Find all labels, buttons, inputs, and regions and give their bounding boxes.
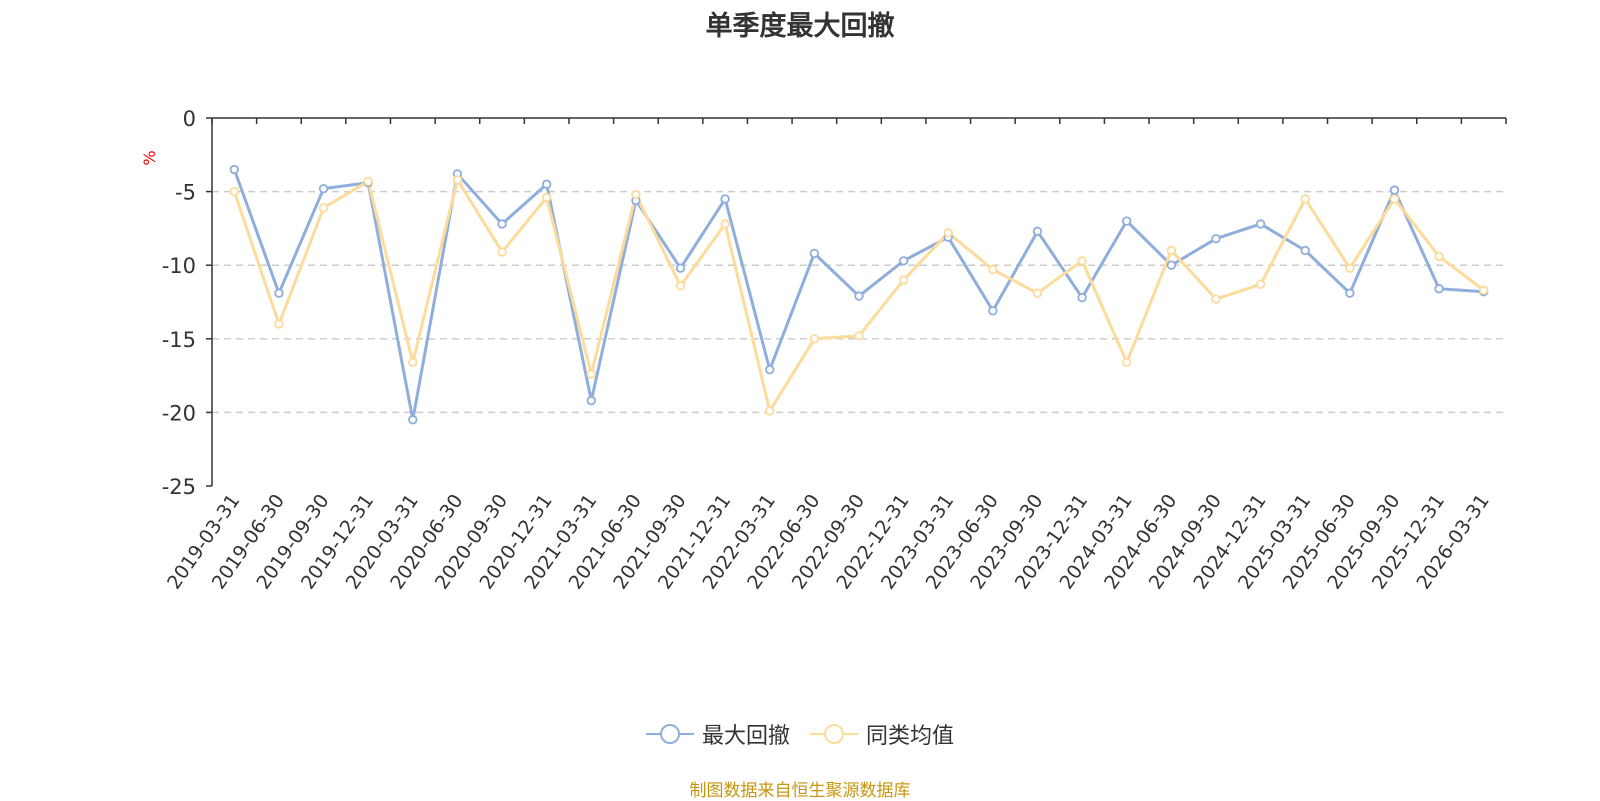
series-0-point — [1345, 288, 1355, 298]
series-1-point — [1389, 194, 1400, 204]
y-tick-label: 0 — [183, 107, 196, 131]
series-1-point — [631, 189, 641, 200]
series-0-point — [229, 164, 240, 175]
y-tick-label: -10 — [162, 254, 196, 278]
series-1-point — [1032, 288, 1043, 298]
series-0-point — [408, 415, 418, 425]
series-1-point — [1166, 245, 1177, 256]
source-note: 制图数据来自恒生聚源数据库 — [689, 781, 911, 801]
series-1-point — [1255, 279, 1266, 290]
series-0-point — [898, 256, 909, 266]
series-1-point — [363, 176, 373, 186]
series-0-point — [809, 248, 820, 259]
chart-title: 单季度最大回撤 — [705, 11, 895, 42]
series-1-point — [229, 186, 240, 197]
series-1-point — [943, 228, 953, 238]
series-0-point — [1434, 284, 1444, 294]
series-0-point — [1255, 219, 1266, 229]
series-1-point — [1211, 294, 1221, 304]
series-0-point — [720, 194, 730, 204]
y-axis-unit: % — [140, 150, 159, 165]
series-1-point — [452, 175, 463, 185]
series-1-point — [497, 247, 507, 257]
series-0-point — [1122, 216, 1132, 226]
series-1-point — [675, 281, 686, 291]
legend-label-peer-average: 同类均值 — [866, 724, 955, 749]
series-1-point — [988, 264, 998, 275]
series-1-point — [541, 192, 552, 203]
series-1-point — [765, 406, 775, 416]
series-0-point — [274, 288, 284, 298]
series-1-point — [1478, 285, 1489, 295]
series-1-point — [1345, 263, 1355, 273]
legend-swatch-max-drawdown — [645, 724, 694, 744]
series-0-point — [765, 365, 775, 375]
series-1-point — [854, 331, 864, 341]
series-1-point — [1434, 251, 1444, 262]
series-1-point — [586, 369, 596, 379]
series-1-point — [1122, 357, 1132, 368]
series-1-point — [408, 357, 418, 368]
chart-legend: 最大回撤 同类均值 — [0, 718, 1600, 750]
legend-item-max-drawdown[interactable]: 最大回撤 — [645, 718, 790, 750]
series-0-point — [675, 263, 686, 273]
series-1-point — [809, 334, 820, 344]
series-0-point — [497, 219, 507, 229]
series-1-point — [1077, 256, 1087, 266]
series-0-point — [1077, 292, 1087, 303]
series-0-point — [1166, 260, 1177, 270]
series-0-point — [1389, 185, 1400, 195]
series-0-point — [1032, 226, 1043, 237]
y-tick-label: -25 — [162, 475, 196, 499]
series-0-point — [318, 183, 329, 194]
y-tick-label: -20 — [162, 401, 196, 425]
series-1-point — [1300, 194, 1310, 204]
legend-item-peer-average[interactable]: 同类均值 — [810, 718, 954, 750]
series-0-point — [1300, 245, 1310, 256]
legend-swatch-peer-average — [810, 724, 858, 744]
series-1-point — [318, 203, 329, 213]
series-1-point — [720, 219, 730, 229]
y-tick-label: -5 — [175, 181, 196, 205]
series-0-point — [854, 291, 864, 301]
series-0-point — [586, 395, 596, 406]
series-1-point — [274, 319, 284, 329]
y-tick-label: -15 — [162, 328, 196, 352]
legend-label-max-drawdown: 最大回撤 — [701, 724, 790, 749]
series-0-point — [988, 306, 998, 316]
series-0-point — [1211, 234, 1221, 244]
series-0-point — [541, 179, 552, 189]
series-1-point — [898, 275, 909, 285]
